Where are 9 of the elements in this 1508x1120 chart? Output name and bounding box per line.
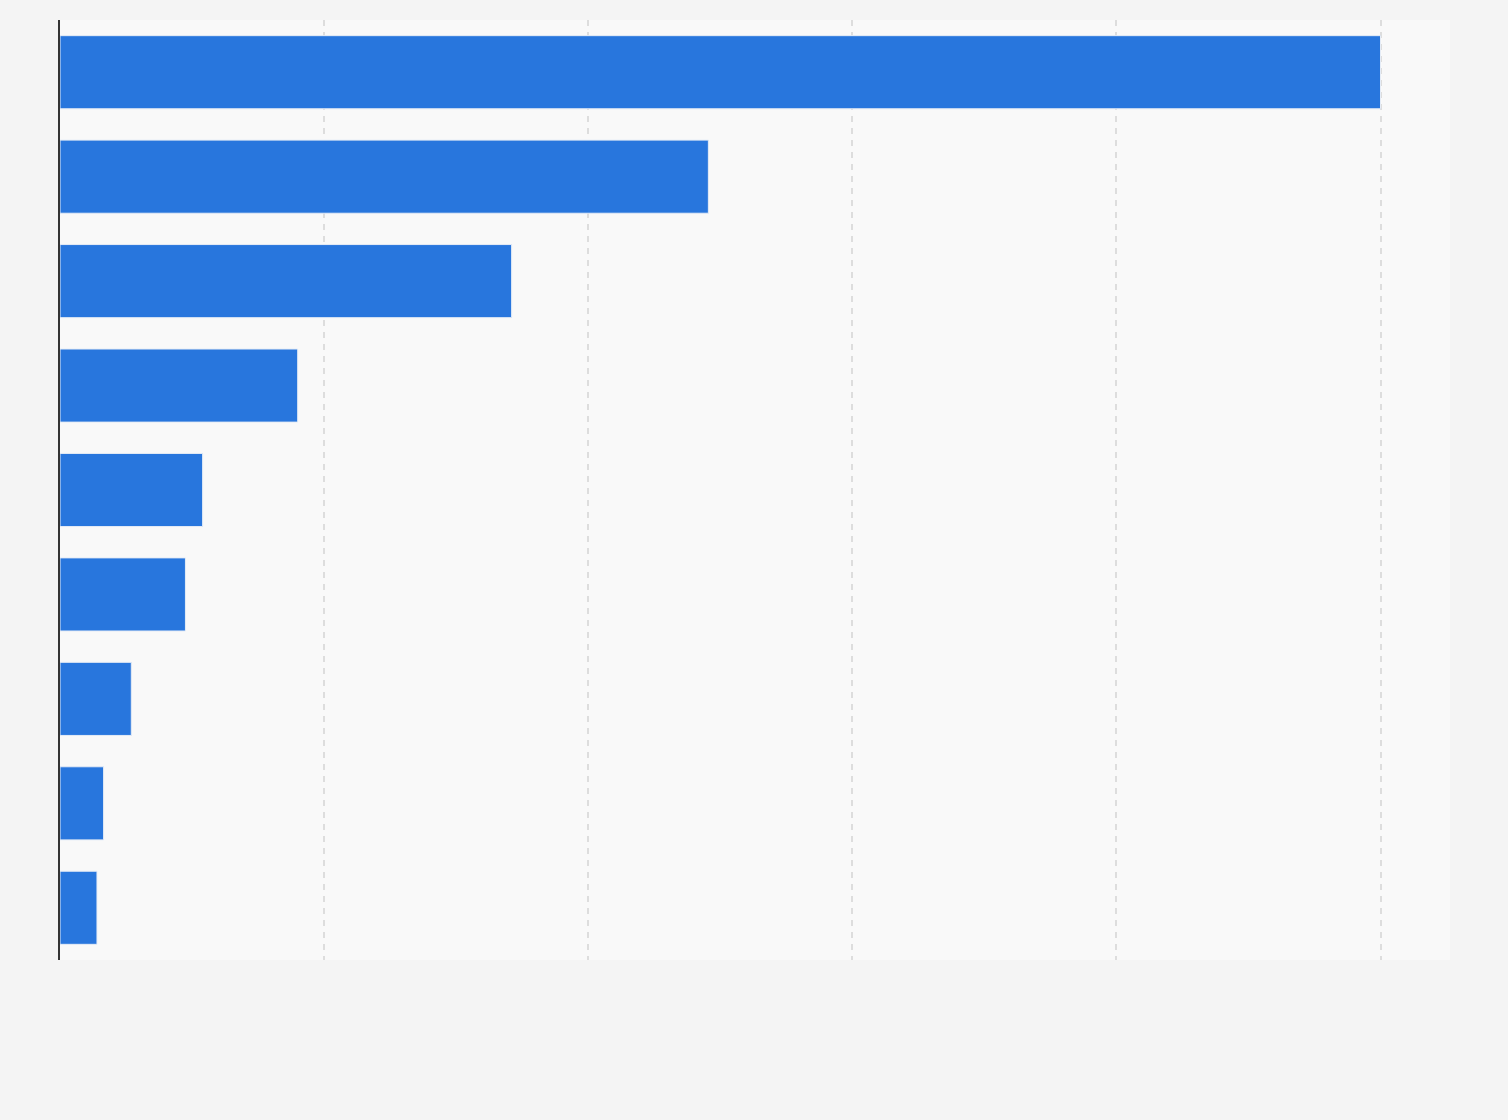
bar xyxy=(60,139,709,214)
bar xyxy=(60,661,132,736)
bar xyxy=(60,35,1381,110)
bar xyxy=(60,766,105,841)
bar xyxy=(60,244,513,319)
bar xyxy=(60,557,186,632)
bar xyxy=(60,452,204,528)
bar xyxy=(60,348,299,423)
bar xyxy=(60,870,98,945)
